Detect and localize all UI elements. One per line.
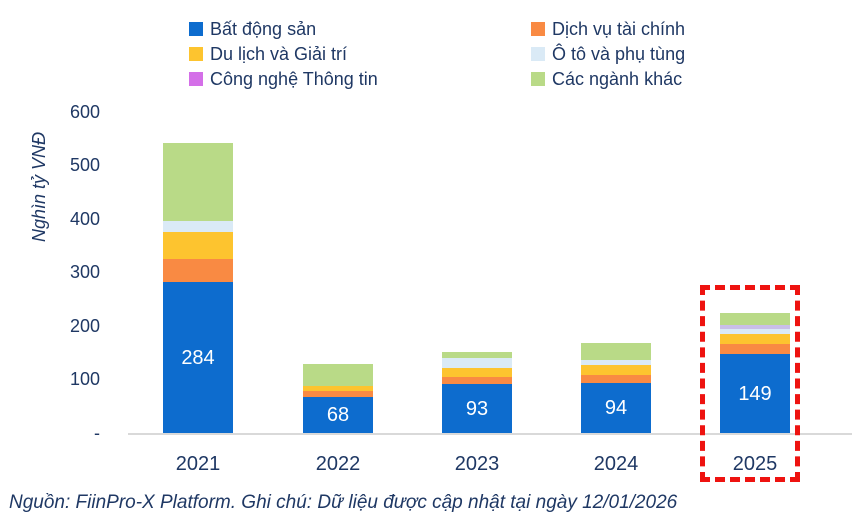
bar-value-label: 94: [604, 397, 628, 420]
y-axis-tick-label: -: [94, 422, 100, 443]
x-axis-tick-label: 2025: [732, 453, 778, 475]
legend-item: Công nghệ Thông tin: [189, 69, 378, 89]
bar-segment: [163, 220, 233, 232]
x-axis-tick-label: 2023: [454, 453, 500, 475]
bar-segment: [163, 231, 233, 260]
bar-segment: [720, 313, 790, 326]
bar-segment: [442, 358, 512, 369]
legend-label: Công nghệ Thông tin: [210, 69, 378, 89]
bar-segment: [442, 368, 512, 378]
bar-segment: [163, 281, 233, 434]
legend-item: Dịch vụ tài chính: [531, 19, 686, 39]
bar-segment: [581, 375, 651, 384]
bar-segment: [303, 390, 373, 398]
bar-segment: [303, 397, 373, 434]
legend-label: Ô tô và phụ tùng: [552, 44, 686, 64]
bar-segment: [720, 328, 790, 334]
bar-segment: [581, 383, 651, 434]
legend-swatch-icon: [531, 72, 545, 86]
x-axis-line: [128, 432, 852, 435]
legend-swatch-icon: [189, 72, 203, 86]
y-axis-tick-label: 200: [69, 315, 100, 336]
y-axis-tick-label: 500: [69, 155, 100, 176]
bar-segment: [163, 259, 233, 282]
bar-value-label: 68: [326, 404, 350, 427]
legend-label: Các ngành khác: [552, 69, 683, 89]
y-axis-tick-label: 600: [69, 101, 100, 122]
legend-item: Các ngành khác: [531, 69, 683, 89]
bar-value-label: 284: [181, 346, 215, 369]
legend-swatch-icon: [189, 22, 203, 36]
x-axis-tick-label: 2024: [593, 453, 639, 475]
legend-label: Dịch vụ tài chính: [552, 19, 686, 39]
highlight-dashed-box-2025: [700, 285, 800, 482]
bar-segment: [720, 333, 790, 345]
legend-swatch-icon: [531, 22, 545, 36]
bar-segment: [442, 383, 512, 434]
bar-segment: [303, 364, 373, 387]
bar-segment: [163, 142, 233, 221]
bar-value-label: 149: [738, 382, 772, 405]
legend-item: Du lịch và Giải trí: [189, 44, 348, 64]
bar-segment: [581, 364, 651, 376]
bar-segment: [442, 351, 512, 359]
x-axis-tick-label: 2021: [175, 453, 221, 475]
legend-swatch-icon: [189, 47, 203, 61]
bar-segment: [720, 353, 790, 434]
legend-swatch-icon: [531, 47, 545, 61]
bar-segment: [720, 325, 790, 329]
legend-label: Du lịch và Giải trí: [210, 44, 348, 64]
bar-segment: [581, 359, 651, 365]
legend-item: Bất động sản: [189, 19, 317, 39]
y-axis-tick-label: 400: [69, 208, 100, 229]
legend-label: Bất động sản: [210, 19, 317, 39]
x-axis-tick-label: 2022: [315, 453, 361, 475]
bar-segment: [442, 377, 512, 384]
bar-segment: [581, 343, 651, 360]
y-axis-tick-label: 100: [69, 369, 100, 390]
legend-item: Ô tô và phụ tùng: [531, 44, 686, 64]
bar-value-label: 93: [465, 397, 489, 420]
bar-segment: [303, 386, 373, 391]
y-axis-tick-label: 300: [69, 262, 100, 283]
bar-segment: [720, 344, 790, 354]
source-note: Nguồn: FiinPro-X Platform. Ghi chú: Dữ l…: [9, 492, 678, 513]
